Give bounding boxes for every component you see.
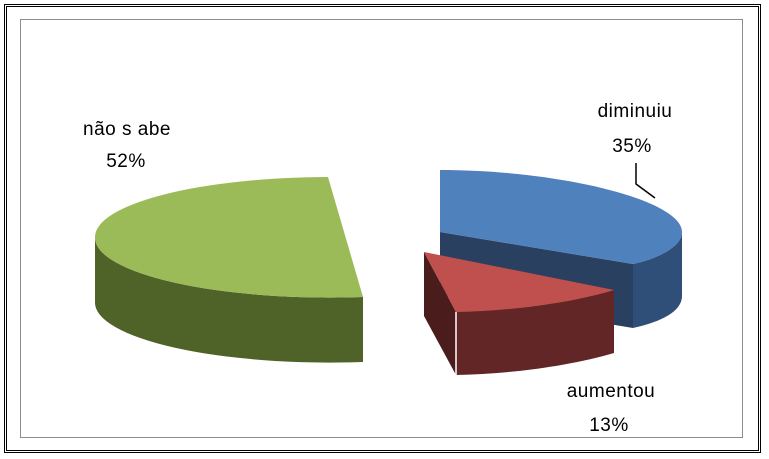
slice-aumentou-outer-side	[456, 290, 614, 375]
slice-aumentou-top	[424, 252, 614, 312]
label-aumentou: aumentou	[567, 381, 656, 402]
slice-aumentou	[424, 252, 614, 375]
slice-diminuiu-top	[440, 170, 682, 264]
slice-nao-sabe-side	[94, 237, 363, 363]
percent-diminuiu: 35%	[612, 136, 652, 157]
percent-nao-sabe: 52%	[106, 151, 146, 172]
slice-nao-sabe-top	[94, 177, 364, 298]
percent-aumentou: 13%	[589, 415, 629, 436]
label-nao-sabe: não s abe	[83, 119, 171, 140]
leader-line-diminuiu	[635, 163, 656, 199]
label-diminuiu: diminuiu	[598, 101, 673, 122]
outer-frame	[4, 4, 761, 453]
slice-diminuiu-outer-side	[633, 232, 682, 328]
slice-aumentou-inner-side	[424, 252, 456, 375]
slice-nao-sabe	[94, 177, 364, 363]
